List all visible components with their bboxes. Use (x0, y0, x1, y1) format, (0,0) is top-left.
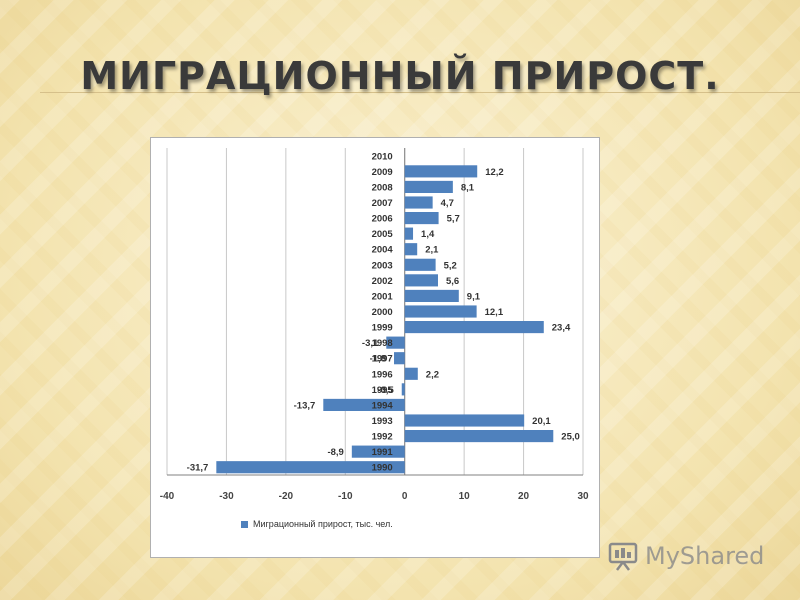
data-label: 4,7 (441, 198, 454, 209)
data-label: -1,8 (370, 354, 386, 365)
category-label: 2000 (372, 307, 393, 318)
data-label: -13,7 (294, 400, 316, 411)
data-label: 20,1 (532, 416, 551, 427)
brand-name: MyShared (645, 542, 765, 570)
x-tick-label: -10 (338, 491, 353, 502)
bar (404, 274, 438, 287)
legend-label: Миграционный прирост, тыс. чел. (253, 519, 393, 529)
data-label: 2,2 (426, 369, 439, 380)
data-label: 23,4 (552, 323, 571, 334)
bar (404, 196, 433, 209)
data-label: -8,9 (327, 447, 343, 458)
data-label: 12,1 (485, 307, 504, 318)
category-label: 1997 (372, 354, 393, 365)
myshared-logo: MyShared (607, 538, 777, 574)
bar (401, 383, 405, 396)
data-label: -0,5 (377, 385, 394, 396)
bar (404, 243, 418, 256)
chart-panel: -40 -30 -20 -10 0 10 20 30 1990 -31,7 1991 -8,9 1992… (150, 137, 600, 558)
category-label: 1992 (372, 432, 393, 443)
bar (404, 305, 477, 318)
category-label: 2010 (372, 151, 393, 162)
x-tick-label: -20 (279, 491, 294, 502)
bar (404, 429, 554, 443)
legend-swatch (241, 520, 248, 528)
x-tick-label: 0 (402, 491, 408, 502)
data-label: 1,4 (421, 229, 435, 240)
slide-title: МИГРАЦИОННЫЙ ПРИРОСТ. (80, 54, 720, 98)
x-tick-label: 30 (577, 491, 589, 502)
bar (394, 352, 405, 365)
title-underline (40, 92, 800, 93)
category-label: 1996 (372, 369, 393, 380)
bar (351, 445, 405, 458)
category-label: 2002 (372, 276, 393, 287)
bar (404, 211, 439, 225)
projector-screen-icon (608, 542, 638, 571)
bar (404, 180, 453, 194)
data-label: -3,1 (362, 338, 379, 349)
data-label: 9,1 (467, 291, 481, 302)
chart-legend: Миграционный прирост, тыс. чел. (241, 516, 393, 532)
category-label: 2007 (372, 198, 393, 209)
category-label: 1994 (372, 400, 394, 411)
bar (404, 227, 414, 240)
category-label: 1998 (372, 338, 393, 349)
x-tick-label: -40 (160, 491, 175, 502)
category-label: 1990 (372, 463, 393, 474)
bar (404, 289, 459, 303)
bar (404, 165, 478, 178)
category-label: 2004 (372, 245, 394, 256)
data-label: 5,6 (446, 276, 459, 287)
category-label: 2008 (372, 182, 393, 193)
bar (404, 258, 436, 271)
category-label: 1993 (372, 416, 393, 427)
x-tick-label: 10 (459, 491, 471, 502)
category-label: 1991 (372, 447, 394, 458)
migration-bar-chart: -40 -30 -20 -10 0 10 20 30 1990 -31,7 1991 -8,9 1992… (160, 148, 589, 502)
bar (216, 461, 405, 474)
bar (404, 367, 418, 380)
category-label: 2006 (372, 214, 393, 225)
category-label: 2003 (372, 260, 393, 271)
bar (404, 320, 544, 334)
data-label: 2,1 (425, 245, 439, 256)
bar (323, 398, 405, 412)
data-label: 8,1 (461, 182, 475, 193)
category-label: 2005 (372, 229, 394, 240)
x-tick-label: -30 (219, 491, 234, 502)
category-label: 2001 (372, 291, 394, 302)
data-label: 12,2 (485, 167, 504, 178)
data-label: 25,0 (561, 432, 580, 443)
data-label: 5,7 (447, 214, 460, 225)
data-label: 5,2 (444, 260, 457, 271)
category-label: 2009 (372, 167, 393, 178)
bar (404, 414, 525, 427)
bar (386, 336, 405, 349)
data-label: -31,7 (187, 463, 209, 474)
x-tick-label: 20 (518, 491, 530, 502)
category-label: 1999 (372, 323, 393, 334)
category-label: 1995 (372, 385, 394, 396)
